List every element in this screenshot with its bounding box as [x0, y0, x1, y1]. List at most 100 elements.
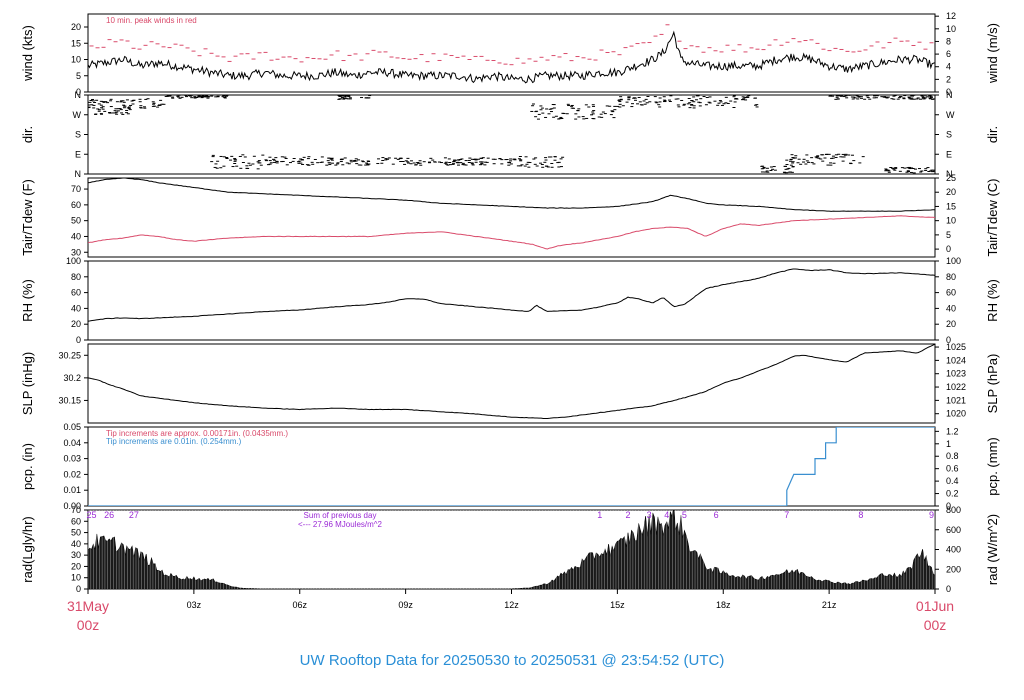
rad-tick-label-right: 800 — [946, 505, 961, 515]
dir-tick-label-left: S — [75, 130, 81, 140]
rad-ylabel-left: rad(Lgly/hr) — [20, 516, 35, 582]
pcp-tick-label-left: 0.03 — [63, 454, 81, 464]
end-date-label: 01Jun — [916, 598, 954, 614]
rad-tick-label-left: 70 — [71, 505, 81, 515]
temp-tick-label-right: 20 — [946, 187, 956, 197]
rh-frame — [87, 260, 936, 341]
x-tick-label: 18z — [716, 600, 731, 610]
panel-rh: RH (%) RH (%) 0 20 40 60 80 100 0 20 40 60 80 100 — [20, 256, 1000, 345]
wind-tick-label-right: 2 — [946, 74, 951, 84]
pcp-tick-label-right: 1.2 — [946, 426, 959, 436]
wind-tick-label-left: 20 — [71, 22, 81, 32]
dir-tick-label-right: N — [946, 90, 953, 100]
x-tick-label: 03z — [187, 600, 202, 610]
rad-day-number: 5 — [682, 510, 687, 520]
temp-tick-label-right: 15 — [946, 201, 956, 211]
panel-pcp: pcp. (in) pcp. (mm) 0.00 0.01 0.02 0.03 0.04 0.… — [20, 422, 1000, 511]
wind-tick-label-right: 6 — [946, 49, 951, 59]
rh-tick-label-left: 0 — [76, 335, 81, 345]
rad-day-number: 9 — [929, 510, 934, 520]
dir-tick-label-left: E — [75, 149, 81, 159]
wind-series-0 — [88, 30, 935, 84]
temp-ylabel-right: Tair/Tdew (C) — [985, 178, 1000, 256]
pcp-tick-label-right: 1 — [946, 439, 951, 449]
temp-tick-label-right: 5 — [946, 230, 951, 240]
slp-frame — [87, 343, 936, 424]
chart-title: UW Rooftop Data for 20250530 to 20250531… — [300, 652, 725, 669]
dir-plot — [88, 95, 935, 174]
temp-tick-label-left: 70 — [71, 184, 81, 194]
slp-series-0 — [88, 344, 935, 419]
rad-tick-label-right: 600 — [946, 525, 961, 535]
x-tick-label: 09z — [398, 600, 413, 610]
slp-tick-label-left: 30.2 — [63, 373, 81, 383]
pcp-tick-label-right: 0 — [946, 501, 951, 511]
dir-tick-label-right: E — [946, 149, 952, 159]
pcp-tick-label-left: 0.00 — [63, 501, 81, 511]
rad-tick-label-right: 400 — [946, 545, 961, 555]
wind-ylabel-left: wind (kts) — [20, 25, 35, 82]
wind-plot — [88, 24, 935, 84]
dir-tick-label-right: N — [946, 169, 953, 179]
rh-tick-label-right: 100 — [946, 256, 961, 266]
rh-tick-label-right: 60 — [946, 288, 956, 298]
dir-tick-label-right: W — [946, 110, 955, 120]
rh-ylabel-left: RH (%) — [20, 279, 35, 322]
rh-tick-label-left: 100 — [66, 256, 81, 266]
slp-tick-label-left: 30.25 — [58, 350, 81, 360]
end-time-label: 00z — [924, 617, 947, 633]
rh-ylabel-right: RH (%) — [985, 279, 1000, 322]
slp-tick-label-right: 1022 — [946, 382, 966, 392]
pcp-tick-label-left: 0.01 — [63, 485, 81, 495]
wind-annotation: 10 min. peak winds in red — [106, 16, 197, 25]
pcp-tick-label-left: 0.05 — [63, 422, 81, 432]
pcp-ylabel-right: pcp. (mm) — [985, 437, 1000, 496]
slp-ylabel-right: SLP (hPa) — [985, 354, 1000, 414]
wind-tick-label-right: 12 — [946, 11, 956, 21]
rad-tick-label-right: 0 — [946, 584, 951, 594]
temp-series-tair — [88, 178, 935, 212]
dir-ylabel-left: dir. — [20, 126, 35, 143]
temp-ylabel-left: Tair/Tdew (F) — [20, 179, 35, 256]
rh-series-0 — [88, 268, 935, 322]
x-tick-label: 12z — [504, 600, 519, 610]
rad-day-number: 2 — [625, 510, 630, 520]
rad-day-number: 7 — [784, 510, 789, 520]
temp-tick-label-left: 30 — [71, 247, 81, 257]
rad-sum-value: <--- 27.96 MJoules/m^2 — [298, 520, 383, 529]
wind-ylabel-right: wind (m/s) — [985, 23, 1000, 84]
wind-frame — [87, 13, 936, 93]
rh-tick-label-left: 20 — [71, 319, 81, 329]
rad-tick-label-left: 60 — [71, 516, 81, 526]
dir-tick-label-left: W — [73, 110, 82, 120]
rad-day-number: 6 — [714, 510, 719, 520]
rh-plot — [88, 268, 935, 322]
rad-day-number: 1 — [597, 510, 602, 520]
rad-tick-label-left: 0 — [76, 584, 81, 594]
dir-ylabel-right: dir. — [985, 126, 1000, 143]
pcp-tick-label-right: 0.2 — [946, 489, 959, 499]
pcp-plot — [88, 427, 935, 506]
rh-tick-label-right: 20 — [946, 319, 956, 329]
slp-tick-label-right: 1023 — [946, 369, 966, 379]
rad-day-number: 8 — [858, 510, 863, 520]
temp-tick-label-left: 60 — [71, 200, 81, 210]
pcp-tick-label-right: 0.6 — [946, 464, 959, 474]
start-time-label: 00z — [77, 617, 100, 633]
pcp-tick-label-right: 0.4 — [946, 476, 959, 486]
wind-tick-label-left: 10 — [71, 55, 81, 65]
rad-ylabel-right: rad (W/m^2) — [985, 514, 1000, 585]
wind-tick-label-left: 5 — [76, 71, 81, 81]
pcp-tick-label-right: 0.8 — [946, 451, 959, 461]
rad-tick-label-right: 200 — [946, 564, 961, 574]
pcp-tick-label-left: 0.02 — [63, 469, 81, 479]
dir-tick-label-left: N — [75, 169, 82, 179]
temp-tick-label-right: 25 — [946, 173, 956, 183]
rad-tick-label-left: 50 — [71, 528, 81, 538]
wind-tick-label-right: 0 — [946, 87, 951, 97]
rh-tick-label-right: 40 — [946, 303, 956, 313]
slp-tick-label-left: 30.15 — [58, 395, 81, 405]
rh-tick-label-left: 60 — [71, 288, 81, 298]
panels: wind (kts) wind (m/s)0510152002468101210 … — [20, 11, 1000, 594]
